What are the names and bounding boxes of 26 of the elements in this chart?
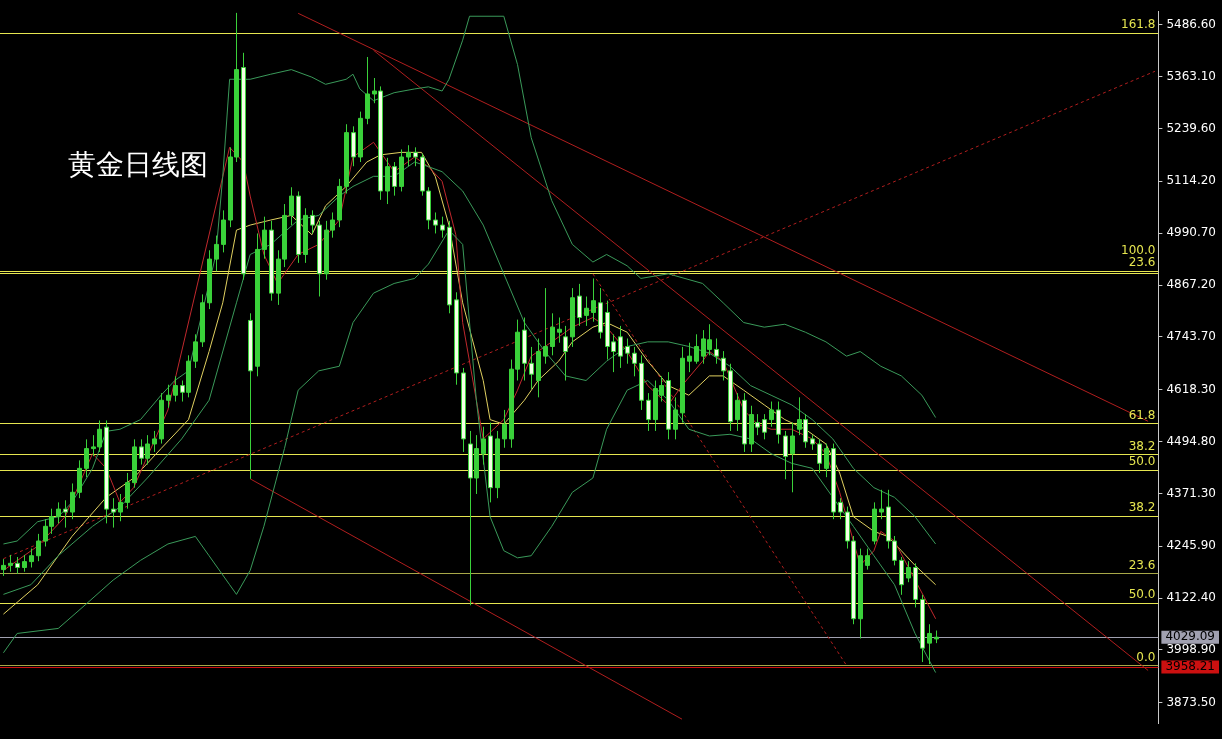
annotation: 0.0	[1136, 649, 1156, 664]
annotation: 50.0	[1128, 587, 1156, 602]
y-tick-label: 4618.30	[1166, 381, 1216, 396]
y-tick-label: 5486.60	[1166, 16, 1216, 31]
annotation: 161.8	[1121, 16, 1156, 31]
ref-line-label: 4029.09	[1165, 629, 1215, 644]
y-tick-label: 4371.30	[1166, 485, 1216, 500]
y-tick-label: 5239.60	[1166, 120, 1216, 135]
y-tick-label: 4743.70	[1166, 329, 1216, 344]
y-tick-label: 5114.20	[1166, 173, 1216, 188]
y-tick-label: 4122.40	[1166, 590, 1216, 605]
y-tick-label: 5363.10	[1166, 68, 1216, 83]
y-tick-label: 4245.90	[1166, 538, 1216, 553]
y-tick-label: 4990.70	[1166, 225, 1216, 240]
annotation: 50.0	[1128, 454, 1156, 469]
text: 黄金日线图	[68, 148, 208, 180]
ref-line-label: 3958.21	[1165, 659, 1215, 674]
y-tick-label: 3998.90	[1166, 642, 1216, 657]
y-tick-label: 4867.20	[1166, 277, 1216, 292]
annotation: 38.2	[1128, 438, 1156, 453]
annotation: 23.6	[1128, 557, 1156, 572]
y-tick-label: 4494.80	[1166, 433, 1216, 448]
annotation: 100.0	[1121, 242, 1156, 257]
annotation: 38.2	[1128, 499, 1156, 514]
annotation: 23.6	[1128, 254, 1156, 269]
y-tick-label: 3873.50	[1166, 694, 1216, 709]
